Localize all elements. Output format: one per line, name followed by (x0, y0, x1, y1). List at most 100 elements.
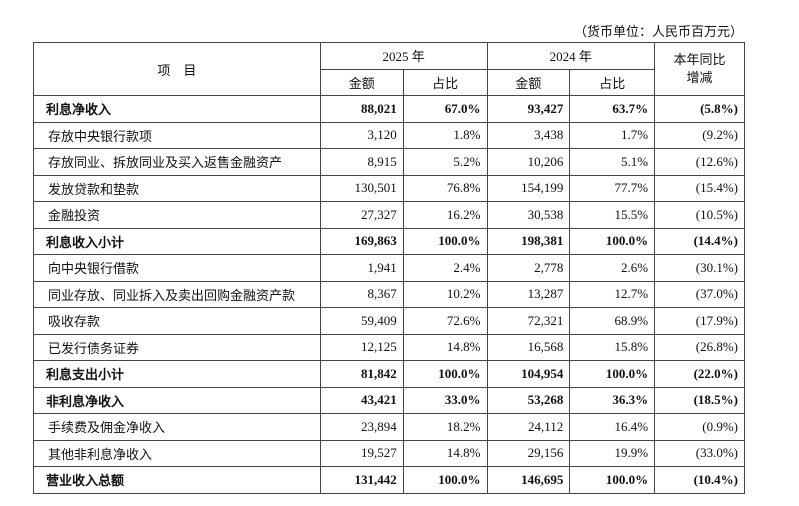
cell: (10.4%) (654, 466, 745, 494)
table-body: 利息净收入 88,021 67.0% 93,427 63.7% (5.8%) 存放中央银行款… (33, 95, 745, 494)
cell: 100.0% (569, 466, 656, 494)
cell: (18.5%) (654, 386, 745, 414)
amount-header: 金额 (319, 68, 404, 96)
cell: 5.1% (569, 148, 656, 176)
cell: 15.5% (569, 201, 656, 229)
cell: 16.2% (402, 201, 488, 229)
cell: 88,021 (319, 95, 404, 123)
cell: (12.6%) (654, 148, 745, 176)
row-label: 其他非利息净收入 (33, 439, 321, 467)
table-row: 其他非利息净收入 19,527 14.8% 29,156 19.9% (33.0%) (33, 439, 745, 467)
cell: 100.0% (402, 360, 488, 388)
cell: 154,199 (486, 174, 571, 202)
row-label: 已发行债务证券 (33, 333, 321, 361)
unit-note: （货币单位：人民币百万元） (573, 24, 743, 39)
cell: 30,538 (486, 201, 571, 229)
amount-header: 金额 (486, 68, 571, 96)
row-label: 金融投资 (33, 201, 321, 229)
cell: 76.8% (402, 174, 488, 202)
row-label: 发放贷款和垫款 (33, 174, 321, 202)
cell: 67.0% (402, 95, 488, 123)
cell: (14.4%) (654, 227, 745, 255)
row-label: 营业收入总额 (33, 466, 321, 494)
row-label: 吸收存款 (33, 307, 321, 335)
cell: 2.6% (569, 254, 656, 282)
cell: (9.2%) (654, 121, 745, 149)
cell: 100.0% (402, 227, 488, 255)
cell: 33.0% (402, 386, 488, 414)
cell: 81,842 (319, 360, 404, 388)
table-row: 营业收入总额 131,442 100.0% 146,695 100.0% (10.4%) (33, 466, 745, 494)
cell: 8,915 (319, 148, 404, 176)
cell: 1,941 (319, 254, 404, 282)
cell: (37.0%) (654, 280, 745, 308)
cell: 29,156 (486, 439, 571, 467)
cell: 72.6% (402, 307, 488, 335)
cell: 24,112 (486, 413, 571, 441)
year-header: 2024 年 (486, 42, 656, 70)
income-table: 项 目 2025 年 2024 年 本年同比 增减 金额 占比 金额 占比 利息净… (33, 42, 745, 494)
cell: 13,287 (486, 280, 571, 308)
cell: 100.0% (569, 360, 656, 388)
cell: 5.2% (402, 148, 488, 176)
cell: 68.9% (569, 307, 656, 335)
table-row: 利息支出小计 81,842 100.0% 104,954 100.0% (22.0%) (33, 360, 745, 388)
row-label: 利息收入小计 (33, 227, 321, 255)
change-header: 本年同比 增减 (654, 42, 745, 96)
cell: (10.5%) (654, 201, 745, 229)
cell: 63.7% (569, 95, 656, 123)
change-header-line: 增减 (686, 70, 713, 85)
table-row: 非利息净收入 43,421 33.0% 53,268 36.3% (18.5%) (33, 386, 745, 414)
cell: 12,125 (319, 333, 404, 361)
cell: (22.0%) (654, 360, 745, 388)
cell: 23,894 (319, 413, 404, 441)
cell: 3,120 (319, 121, 404, 149)
change-header-line: 本年同比 (673, 52, 726, 67)
table-row: 存放中央银行款项 3,120 1.8% 3,438 1.7% (9.2%) (33, 121, 745, 149)
row-label: 存放同业、拆放同业及买入返售金融资产 (33, 148, 321, 176)
cell: 12.7% (569, 280, 656, 308)
cell: 27,327 (319, 201, 404, 229)
cell: (30.1%) (654, 254, 745, 282)
table-row: 已发行债务证券 12,125 14.8% 16,568 15.8% (26.8%) (33, 333, 745, 361)
cell: 16.4% (569, 413, 656, 441)
cell: 100.0% (402, 466, 488, 494)
cell: 53,268 (486, 386, 571, 414)
cell: 146,695 (486, 466, 571, 494)
cell: 3,438 (486, 121, 571, 149)
cell: 198,381 (486, 227, 571, 255)
cell: 8,367 (319, 280, 404, 308)
cell: 130,501 (319, 174, 404, 202)
cell: 59,409 (319, 307, 404, 335)
cell: 77.7% (569, 174, 656, 202)
table-row: 发放贷款和垫款 130,501 76.8% 154,199 77.7% (15.4%) (33, 174, 745, 202)
cell: (5.8%) (654, 95, 745, 123)
row-label: 同业存放、同业拆入及卖出回购金融资产款 (33, 280, 321, 308)
cell: 72,321 (486, 307, 571, 335)
cell: 19.9% (569, 439, 656, 467)
cell: 14.8% (402, 333, 488, 361)
cell: 2.4% (402, 254, 488, 282)
cell: 14.8% (402, 439, 488, 467)
cell: 131,442 (319, 466, 404, 494)
share-header: 占比 (569, 68, 656, 96)
cell: 93,427 (486, 95, 571, 123)
cell: 15.8% (569, 333, 656, 361)
table-row: 利息收入小计 169,863 100.0% 198,381 100.0% (14.4%) (33, 227, 745, 255)
table-row: 金融投资 27,327 16.2% 30,538 15.5% (10.5%) (33, 201, 745, 229)
row-label: 非利息净收入 (33, 386, 321, 414)
cell: (15.4%) (654, 174, 745, 202)
cell: 19,527 (319, 439, 404, 467)
table-row: 同业存放、同业拆入及卖出回购金融资产款 8,367 10.2% 13,287 12.7%… (33, 280, 745, 308)
table-row: 向中央银行借款 1,941 2.4% 2,778 2.6% (30.1%) (33, 254, 745, 282)
share-header: 占比 (402, 68, 488, 96)
cell: 1.8% (402, 121, 488, 149)
cell: (26.8%) (654, 333, 745, 361)
cell: (17.9%) (654, 307, 745, 335)
row-label: 向中央银行借款 (33, 254, 321, 282)
table-row: 吸收存款 59,409 72.6% 72,321 68.9% (17.9%) (33, 307, 745, 335)
cell: 43,421 (319, 386, 404, 414)
row-label: 利息净收入 (33, 95, 321, 123)
year-header: 2025 年 (319, 42, 488, 70)
cell: 100.0% (569, 227, 656, 255)
